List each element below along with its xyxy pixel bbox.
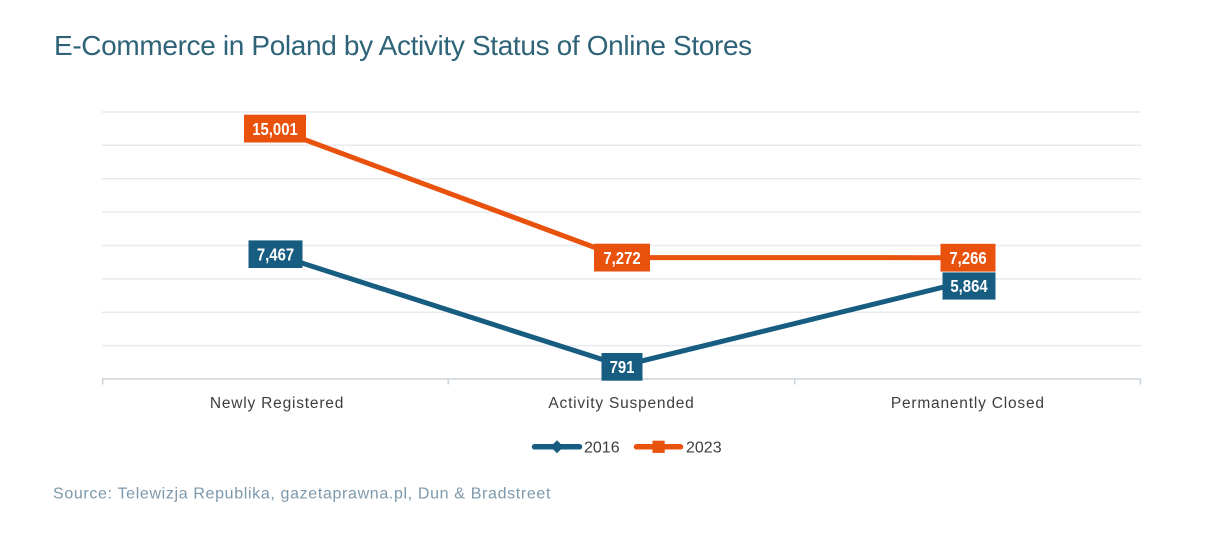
svg-text:2023: 2023 xyxy=(686,439,722,456)
svg-text:5,864: 5,864 xyxy=(950,277,987,296)
svg-text:Activity Suspended: Activity Suspended xyxy=(548,395,694,412)
svg-text:791: 791 xyxy=(610,358,635,377)
svg-text:Newly Registered: Newly Registered xyxy=(210,395,344,412)
svg-text:7,467: 7,467 xyxy=(257,245,294,264)
svg-text:15,001: 15,001 xyxy=(252,120,297,139)
svg-text:E-Commerce in Poland by Activi: E-Commerce in Poland by Activity Status … xyxy=(54,30,752,61)
svg-text:2016: 2016 xyxy=(584,439,620,456)
svg-text:Source: Telewizja Republika, g: Source: Telewizja Republika, gazetaprawn… xyxy=(53,485,551,502)
svg-text:Permanently Closed: Permanently Closed xyxy=(891,395,1045,412)
svg-text:7,266: 7,266 xyxy=(949,249,986,268)
svg-text:7,272: 7,272 xyxy=(603,249,640,268)
